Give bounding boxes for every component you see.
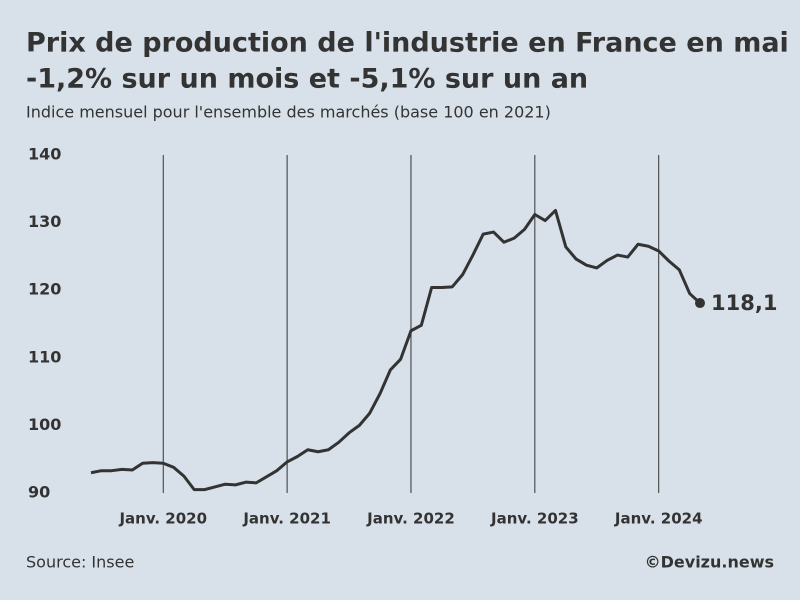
y-tick-label: 120 — [28, 280, 61, 299]
data-line — [90, 208, 702, 492]
source: Source: Insee — [26, 553, 134, 572]
chart-title: Prix de production de l'industrie en Fra… — [26, 28, 800, 59]
x-tick-label: Janv. 2021 — [242, 510, 331, 528]
value-label: 118,1 — [711, 291, 777, 315]
y-tick-label: 100 — [28, 415, 61, 434]
y-tick-label: 90 — [28, 483, 50, 502]
credit: ©Devizu.news — [645, 553, 774, 572]
x-tick-label: Janv. 2023 — [490, 510, 579, 528]
x-tick-label: Janv. 2024 — [614, 510, 703, 528]
x-tick-label: Janv. 2022 — [366, 510, 455, 528]
x-tick-label: Janv. 2020 — [118, 510, 207, 528]
chart-title: -1,2% sur un mois et -5,1% sur un an — [26, 64, 588, 95]
y-tick-label: 110 — [28, 347, 61, 366]
y-tick-label: 130 — [28, 212, 61, 231]
end-point — [695, 298, 705, 309]
chart-subtitle: Indice mensuel pour l'ensemble des march… — [26, 103, 551, 122]
y-tick-label: 140 — [28, 145, 61, 164]
